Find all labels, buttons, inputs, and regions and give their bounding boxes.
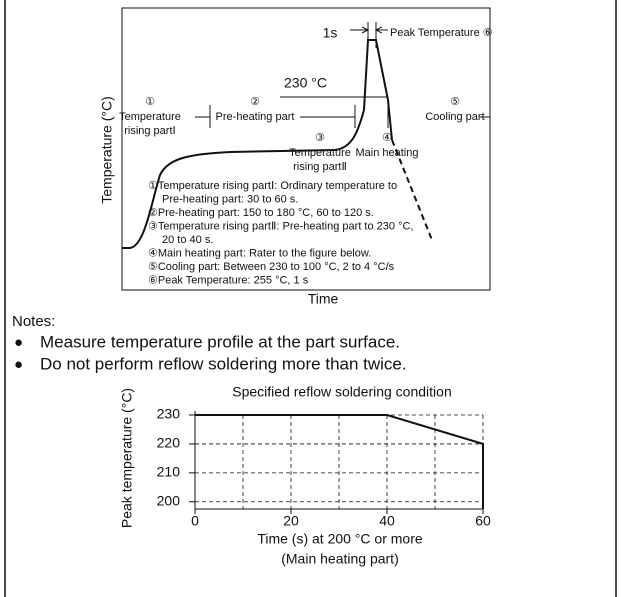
stage-description: Pre-heating part: 30 to 60 s. — [162, 193, 298, 205]
bullet: ● — [14, 334, 23, 351]
y-axis-label: Peak temperature (°C) — [119, 388, 135, 528]
stage-number: ② — [250, 96, 260, 108]
x-tick-label: 0 — [191, 513, 199, 529]
y-tick-label: 200 — [157, 492, 181, 508]
stage-label: Cooling part — [425, 111, 484, 123]
stage-label: Temperature — [289, 147, 351, 159]
notes-title: Notes: — [12, 313, 55, 330]
x-tick-label: 40 — [379, 513, 395, 529]
stage-description: ⑥Peak Temperature: 255 °C, 1 s — [148, 274, 309, 286]
threshold-label: 230 °C — [284, 75, 327, 91]
peak-arrows — [350, 26, 388, 34]
diagram-frame — [121, 7, 491, 291]
x-tick-label: 20 — [283, 513, 299, 529]
stage-number: ④ — [382, 132, 392, 144]
y-tick-label: 220 — [157, 435, 181, 451]
chart: Specified reflow soldering condition Time… — [119, 384, 491, 567]
x-axis-label: Time — [308, 291, 339, 307]
notes-list: ● Measure temperature profile at the part… — [14, 332, 407, 373]
y-tick-label: 210 — [157, 464, 181, 480]
profile-curve-dashed — [391, 139, 433, 241]
stage-description: ⑤Cooling part: Between 230 to 100 °C, 2 … — [148, 261, 395, 273]
peak-label: Peak Temperature ⑥ — [390, 27, 493, 39]
stage-descriptions: ①Temperature rising partⅠ: Ordinary temp… — [148, 180, 413, 287]
x-axis-label: Time (s) at 200 °C or more — [257, 531, 423, 547]
x-axis-sublabel: (Main heating part) — [281, 551, 399, 567]
stage-description: ①Temperature rising partⅠ: Ordinary temp… — [148, 180, 397, 192]
note-item: Measure temperature profile at the part … — [40, 332, 400, 351]
note-item: Do not perform reflow soldering more tha… — [40, 354, 407, 373]
stage-label: Temperature — [119, 111, 181, 123]
y-axis-label: Temperature (°C) — [99, 96, 115, 204]
bullet: ● — [14, 356, 23, 373]
stage-description: ③Temperature rising partⅡ: Pre-heating p… — [148, 220, 413, 232]
peak-duration: 1s — [323, 25, 338, 41]
profile-curve — [122, 39, 393, 249]
stage-number: ⑤ — [450, 96, 460, 108]
stage-label: Main heating — [356, 147, 419, 159]
x-tick-label: 60 — [475, 513, 491, 529]
stage-description: ④Main heating part: Rater to the figure … — [148, 247, 371, 259]
stage-number: ③ — [315, 132, 325, 144]
stage-label: Pre-heating part — [216, 111, 295, 123]
chart-title: Specified reflow soldering condition — [232, 384, 451, 400]
stage-labels: ① Temperature rising partⅠ ② Pre-heating par… — [119, 96, 485, 173]
stage-description: 20 to 40 s. — [162, 234, 213, 246]
stage-description: ②Pre-heating part: 150 to 180 °C, 60 to … — [148, 207, 374, 219]
y-tick-label: 230 — [157, 406, 181, 422]
stage-label: rising partⅠ — [124, 125, 176, 137]
data-line — [195, 414, 484, 509]
stage-number: ① — [145, 96, 155, 108]
stage-label: rising partⅡ — [293, 161, 347, 173]
